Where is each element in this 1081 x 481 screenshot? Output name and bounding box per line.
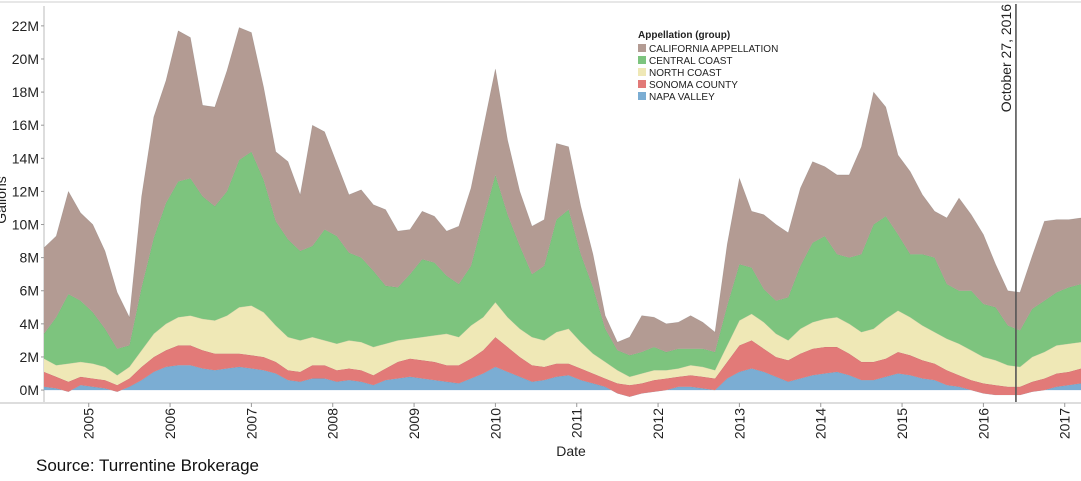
y-axis-title: Gallons	[0, 176, 9, 223]
legend-swatch-central-coast	[638, 56, 646, 64]
x-tick-label: 2009	[406, 408, 422, 439]
area-edge-california-appellation	[43, 27, 1081, 343]
y-tick-label: 2M	[20, 349, 39, 365]
y-tick-label: 14M	[12, 150, 39, 166]
source-note: Source: Turrentine Brokerage	[36, 456, 260, 475]
x-tick-label: 2015	[894, 408, 910, 439]
y-tick-label: 6M	[20, 283, 39, 299]
x-tick-label: 2010	[487, 408, 503, 439]
y-tick-label: 20M	[12, 51, 39, 67]
x-tick-label: 2013	[731, 408, 747, 439]
legend-label-central-coast: CENTRAL COAST	[649, 56, 733, 67]
legend-label-north-coast: NORTH COAST	[649, 68, 722, 79]
area-series-group	[43, 27, 1081, 398]
legend-title: Appellation (group)	[638, 30, 730, 41]
y-tick-label: 16M	[12, 117, 39, 133]
area-north-coast	[44, 302, 1081, 387]
y-tick-label: 10M	[12, 217, 39, 233]
legend: Appellation (group) CALIFORNIA APPELLATIO…	[638, 30, 778, 103]
legend-swatch-napa-valley	[638, 92, 646, 100]
x-tick-label: 2016	[975, 408, 991, 439]
date-annotation: October 27, 2016	[998, 4, 1017, 402]
legend-label-sonoma-county: SONOMA COUNTY	[649, 80, 738, 91]
legend-swatch-north-coast	[638, 68, 646, 76]
x-tick-label: 2014	[813, 408, 829, 439]
legend-swatch-sonoma-county	[638, 80, 646, 88]
area-central-coast	[44, 151, 1081, 377]
x-tick-label: 2005	[81, 408, 97, 439]
y-tick-label: 8M	[20, 250, 39, 266]
legend-label-california-appellation: CALIFORNIA APPELLATION	[649, 44, 778, 55]
area-napa-valley	[44, 365, 1081, 397]
y-axis: 0M 2M 4M 6M 8M 10M 12M 14M 16M 18M 20M 22M	[12, 18, 44, 398]
y-tick-label: 4M	[20, 316, 39, 332]
y-tick-label: 22M	[12, 18, 39, 34]
y-tick-label: 0M	[20, 382, 39, 398]
x-tick-label: 2006	[162, 408, 178, 439]
x-tick-label: 2011	[569, 408, 585, 438]
legend-swatch-california-appellation	[638, 44, 646, 52]
legend-label-napa-valley: NAPA VALLEY	[649, 92, 715, 103]
annotation-label: October 27, 2016	[998, 4, 1014, 112]
area-california-appellation	[44, 27, 1081, 356]
y-tick-label: 18M	[12, 84, 39, 100]
x-tick-label: 2008	[325, 408, 341, 439]
x-tick-label: 2017	[1057, 408, 1073, 439]
area-sonoma-county	[44, 337, 1081, 397]
x-axis: 2005 2006 2007 2008 2009 2010 2011 2012 2013 2014…	[81, 403, 1073, 439]
x-axis-title: Date	[556, 443, 586, 459]
y-tick-label: 12M	[12, 183, 39, 199]
x-tick-label: 2007	[243, 408, 259, 439]
x-tick-label: 2012	[650, 408, 666, 439]
